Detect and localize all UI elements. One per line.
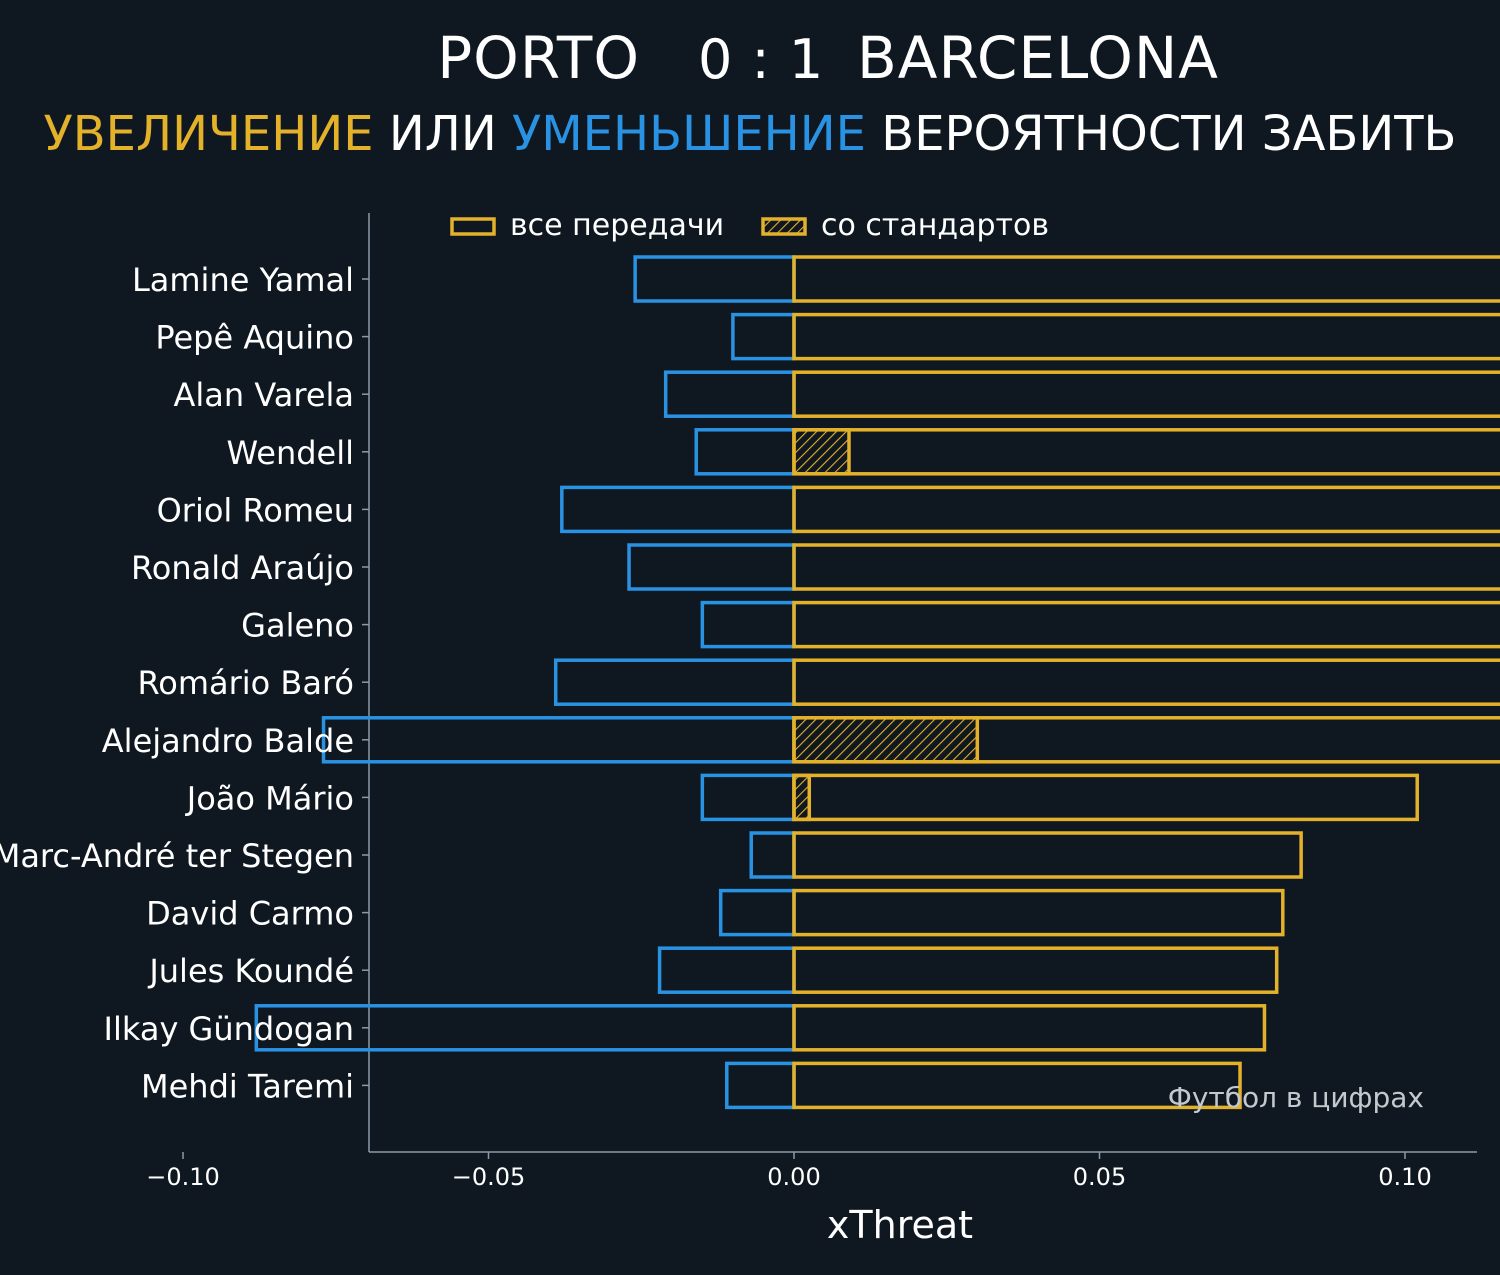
- legend-label-set-pieces: со стандартов: [821, 208, 1049, 243]
- decrease-bar: [633, 255, 796, 303]
- increase-bar: [792, 658, 1500, 706]
- y-tick-label: David Carmo: [146, 895, 354, 933]
- decrease-bar: [700, 773, 796, 822]
- x-tick-label: 0.00: [767, 1163, 820, 1191]
- x-tick-label: −0.10: [146, 1163, 220, 1191]
- decrease-bar: [731, 312, 796, 361]
- increase-bar: [792, 428, 1500, 476]
- y-tick-label: Ronald Araújo: [131, 549, 354, 587]
- home-team-name: PORTO: [437, 24, 640, 92]
- y-tick-label: Pepê Aquino: [155, 319, 354, 357]
- decrease-bar: [725, 1061, 796, 1110]
- increase-bar: [792, 485, 1500, 534]
- legend-label-all-passes: все передачи: [510, 208, 724, 243]
- decrease-bar: [749, 831, 796, 879]
- x-tick-label: 0.05: [1073, 1163, 1126, 1191]
- increase-bar: [792, 1004, 1267, 1052]
- set-piece-bar: [792, 716, 980, 764]
- decrease-bar: [553, 658, 796, 706]
- decrease-bar: [694, 428, 796, 476]
- y-tick-label: Alan Varela: [174, 376, 355, 414]
- increase-bar: [792, 888, 1285, 937]
- y-tick-label: Marc-André ter Stegen: [0, 837, 354, 875]
- y-tick-label: Lamine Yamal: [132, 261, 354, 299]
- y-tick-label: Wendell: [226, 434, 354, 472]
- decrease-bar: [663, 370, 796, 418]
- decrease-bar: [700, 600, 796, 649]
- subtitle-decrease: УМЕНЬШЕНИЕ: [512, 106, 866, 162]
- increase-bar: [792, 370, 1500, 418]
- x-tick-label: −0.05: [452, 1163, 526, 1191]
- legend-swatch-all-passes: [450, 217, 496, 236]
- decrease-bar: [560, 485, 796, 534]
- set-piece-bar: [792, 773, 812, 822]
- decrease-bar: [321, 716, 796, 764]
- legend: все передачи со стандартов: [450, 208, 1049, 243]
- y-tick-label: Jules Koundé: [147, 952, 354, 990]
- subtitle-rest: ВЕРОЯТНОСТИ ЗАБИТЬ: [866, 106, 1457, 162]
- y-tick-label: João Mário: [185, 779, 354, 817]
- subtitle-increase: УВЕЛИЧЕНИЕ: [43, 106, 374, 162]
- increase-bar: [792, 716, 1500, 764]
- y-tick-label: Romário Baró: [137, 664, 354, 702]
- x-axis-label: xThreat: [827, 1203, 973, 1247]
- increase-bar: [792, 600, 1500, 649]
- increase-bar: [792, 543, 1500, 591]
- away-team-name: BARCELONA: [857, 24, 1219, 92]
- legend-swatch-set-pieces: [761, 217, 807, 236]
- watermark: Футбол в цифрах: [1168, 1081, 1424, 1114]
- y-tick-label: Oriol Romeu: [157, 491, 354, 529]
- increase-bar: [792, 255, 1500, 303]
- match-score: 0 : 1: [698, 28, 825, 91]
- ticks-layer: Lamine Yamal Pepê Aquino Alan Varela Wendel…: [0, 261, 1432, 1191]
- increase-bar: [792, 312, 1500, 361]
- set-piece-bar: [792, 428, 851, 476]
- decrease-bar: [657, 946, 796, 994]
- y-tick-label: Alejandro Balde: [102, 722, 354, 760]
- decrease-bar: [627, 543, 796, 591]
- y-tick-label: Mehdi Taremi: [141, 1067, 354, 1105]
- increase-bar: [792, 773, 1419, 822]
- y-tick-label: Ilkay Gündogan: [104, 1010, 354, 1048]
- bars-layer: 0.170.170.170.150.140.130.13: [254, 255, 1500, 1110]
- increase-bar: [792, 1061, 1242, 1110]
- decrease-bar: [718, 888, 796, 937]
- title-row: PORTO 0 : 1 BARCELONA: [0, 24, 1500, 104]
- x-tick-label: 0.10: [1378, 1163, 1431, 1191]
- chart-subtitle: УВЕЛИЧЕНИЕ ИЛИ УМЕНЬШЕНИЕ ВЕРОЯТНОСТИ ЗА…: [0, 106, 1500, 162]
- y-tick-label: Galeno: [241, 607, 354, 645]
- increase-bar: [792, 946, 1279, 994]
- subtitle-or: ИЛИ: [373, 106, 512, 162]
- increase-bar: [792, 831, 1303, 879]
